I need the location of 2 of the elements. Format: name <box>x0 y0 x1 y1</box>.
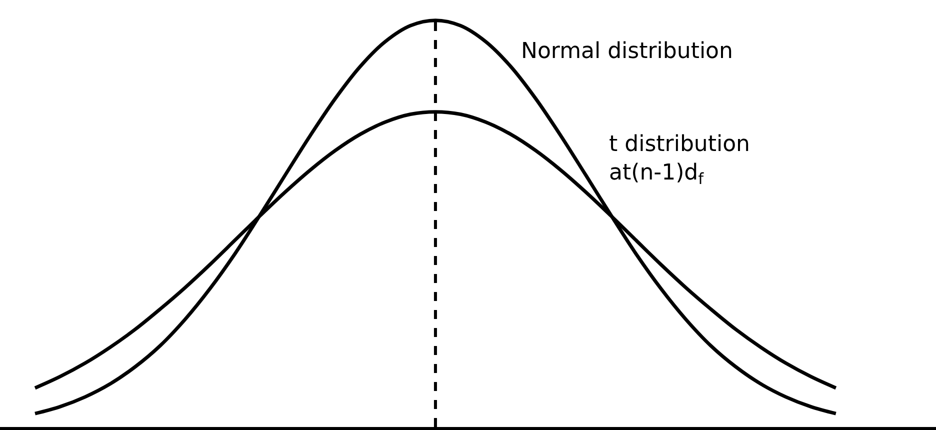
series-label: t distribution at(n-1)d$_{f}$ <box>609 132 750 188</box>
series-label: Normal distribution <box>521 39 733 64</box>
